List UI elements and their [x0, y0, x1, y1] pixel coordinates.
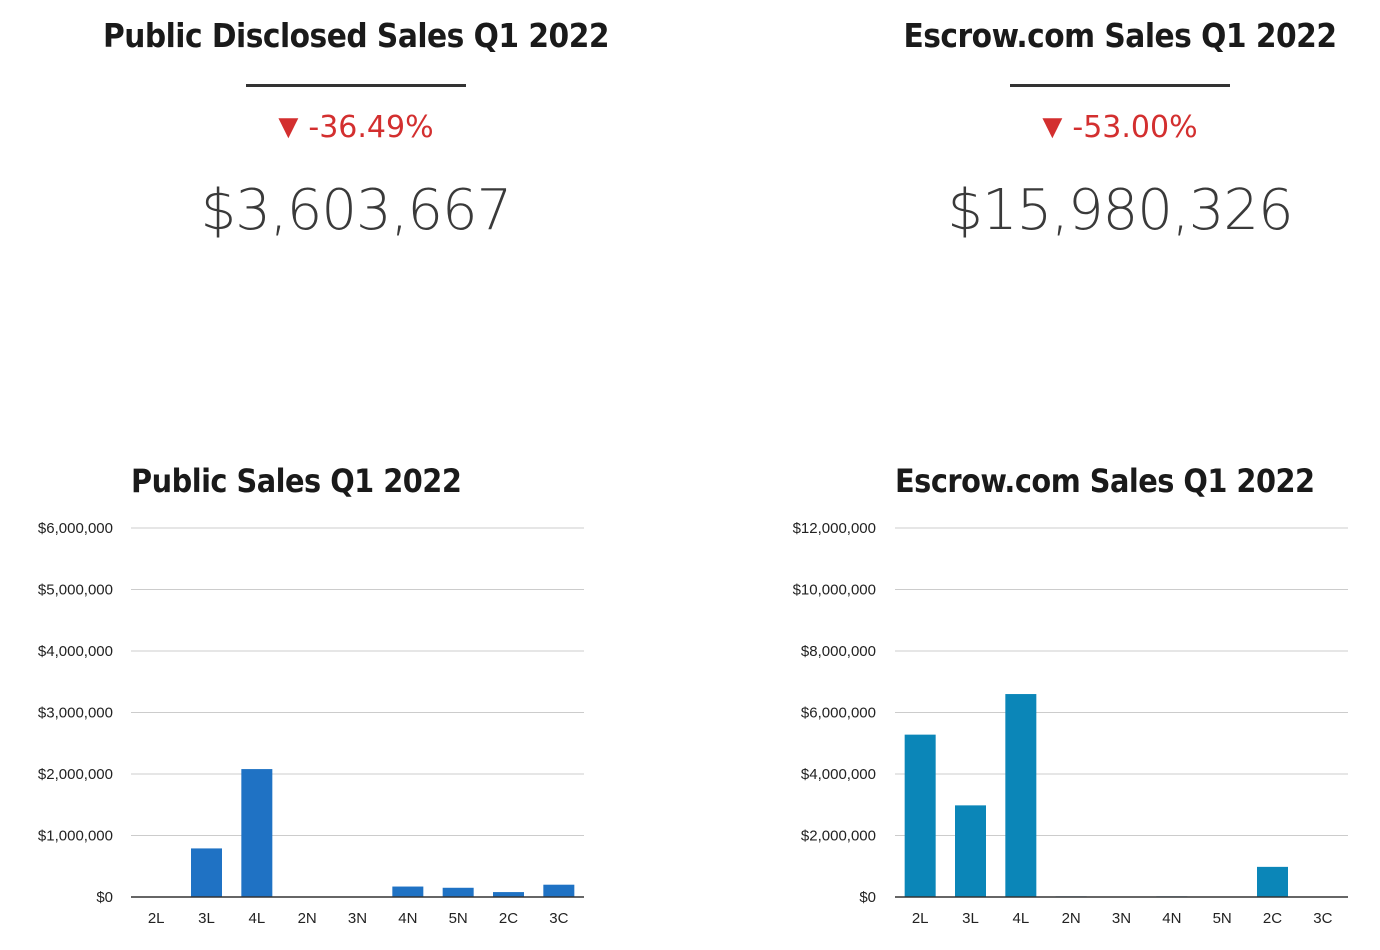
x-tick-label: 4L — [1012, 910, 1029, 927]
kpi-change: ▼ -53.00% — [840, 110, 1380, 145]
x-tick-label: 3C — [1313, 910, 1332, 927]
y-tick-label: $6,000,000 — [38, 520, 113, 537]
kpi-change-value: -36.49% — [308, 110, 434, 145]
y-tick-label: $2,000,000 — [38, 766, 113, 783]
x-tick-label: 4L — [248, 910, 265, 927]
kpi-value: $3,603,667 — [200, 178, 513, 243]
x-tick-label: 4N — [398, 910, 417, 927]
x-tick-label: 3N — [1112, 910, 1131, 927]
x-tick-label: 3C — [549, 910, 568, 927]
y-tick-label: $8,000,000 — [801, 643, 876, 660]
y-tick-label: $1,000,000 — [38, 828, 113, 845]
escrow-sales-chart: $0 $2,000,000 $4,000,000 $6,000,000 $8,000,0… — [793, 520, 1348, 927]
y-tick-label: $12,000,000 — [793, 520, 876, 537]
bar — [1257, 866, 1288, 897]
bar — [904, 734, 936, 897]
bar — [493, 892, 524, 897]
bar — [191, 848, 222, 897]
kpi-value: $15,980,326 — [947, 178, 1293, 243]
y-tick-label: $4,000,000 — [38, 643, 113, 660]
bar — [1005, 694, 1037, 897]
chart-title: Escrow.com Sales Q1 2022 — [895, 462, 1315, 500]
chart-panel-public: $0 $1,000,000 $2,000,000 $3,000,000 $4,000,0… — [0, 440, 620, 940]
bar — [392, 886, 424, 897]
y-tick-label: $0 — [96, 889, 113, 906]
y-tick-label: $6,000,000 — [801, 705, 876, 722]
kpi-divider — [1010, 84, 1230, 87]
kpi-divider — [246, 84, 466, 87]
y-tick-label: $4,000,000 — [801, 766, 876, 783]
x-tick-label: 5N — [1213, 910, 1232, 927]
x-tick-label: 3N — [348, 910, 367, 927]
x-tick-label: 2L — [148, 910, 165, 927]
y-tick-label: $2,000,000 — [801, 828, 876, 845]
kpi-title: Escrow.com Sales Q1 2022 — [903, 16, 1337, 55]
x-tick-label: 2C — [1263, 910, 1282, 927]
kpi-change-value: -53.00% — [1072, 110, 1198, 145]
bar — [442, 887, 474, 897]
kpi-title: Public Disclosed Sales Q1 2022 — [102, 16, 610, 55]
kpi-panel-public: Public Disclosed Sales Q1 2022 ▼ -36.49% … — [76, 0, 636, 300]
y-tick-label: $10,000,000 — [793, 582, 876, 599]
x-tick-label: 2N — [298, 910, 317, 927]
chart-panel-escrow: $0 $2,000,000 $4,000,000 $6,000,000 $8,000,0… — [760, 440, 1380, 940]
x-tick-label: 3L — [198, 910, 215, 927]
x-tick-label: 2C — [499, 910, 518, 927]
x-tick-label: 2N — [1062, 910, 1081, 927]
y-tick-label: $3,000,000 — [38, 705, 113, 722]
x-tick-label: 3L — [962, 910, 979, 927]
down-arrow-icon: ▼ — [278, 112, 299, 142]
chart-title: Public Sales Q1 2022 — [131, 462, 462, 500]
down-arrow-icon: ▼ — [1042, 112, 1063, 142]
public-sales-chart: $0 $1,000,000 $2,000,000 $3,000,000 $4,000,0… — [38, 520, 584, 927]
bar — [543, 884, 575, 897]
y-tick-label: $0 — [859, 889, 876, 906]
kpi-panel-escrow: Escrow.com Sales Q1 2022 ▼ -53.00% $15,98… — [840, 0, 1380, 300]
bar — [241, 769, 273, 897]
x-tick-label: 5N — [449, 910, 468, 927]
y-tick-label: $5,000,000 — [38, 582, 113, 599]
bar — [955, 805, 986, 897]
x-tick-label: 2L — [912, 910, 929, 927]
kpi-change: ▼ -36.49% — [76, 110, 636, 145]
x-tick-label: 4N — [1162, 910, 1181, 927]
